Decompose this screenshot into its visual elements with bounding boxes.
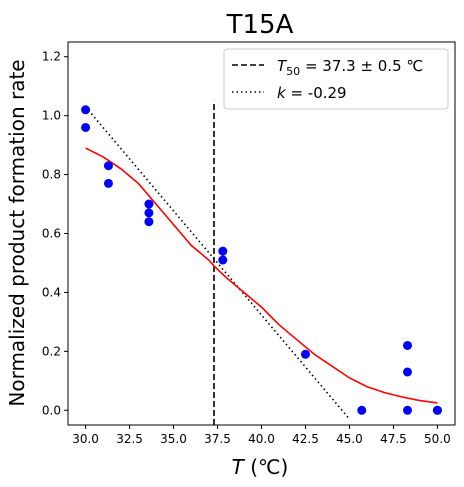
legend-label: k = -0.29 — [277, 84, 347, 102]
data-point — [403, 340, 413, 350]
y-tick-label: 1.0 — [42, 109, 61, 123]
x-tick-label: 35.0 — [160, 432, 187, 446]
y-tick-label: 0.4 — [42, 285, 61, 299]
x-tick-label: 40.0 — [248, 432, 275, 446]
slope-line — [84, 106, 351, 420]
data-point — [403, 405, 413, 415]
x-tick-label: 30.0 — [72, 432, 99, 446]
y-axis-label: Normalized product formation rate — [5, 59, 29, 406]
data-point — [218, 246, 228, 256]
y-tick-label: 0.8 — [42, 168, 61, 182]
data-point — [81, 122, 91, 132]
data-point — [403, 367, 413, 377]
legend-box — [223, 48, 449, 110]
fit-curve — [85, 147, 438, 404]
legend: T50 = 37.3 ± 0.5 ℃ k = -0.29 — [223, 48, 449, 110]
y-tick-label: 0.0 — [42, 403, 61, 417]
x-tick-label: 50.0 — [424, 432, 451, 446]
data-point — [432, 405, 442, 415]
x-tick-label: 42.5 — [292, 432, 319, 446]
data-point — [300, 349, 310, 359]
data-point — [144, 217, 154, 227]
data-point — [144, 208, 154, 218]
y-tick-label: 0.2 — [42, 344, 61, 358]
data-point — [357, 405, 367, 415]
data-point — [103, 178, 113, 188]
y-tick-label: 1.2 — [42, 50, 61, 64]
data-point — [81, 105, 91, 115]
x-axis-label: T (℃) — [232, 455, 289, 479]
data-point — [103, 161, 113, 171]
chart-title: T15A — [226, 10, 294, 40]
axes-frame — [67, 41, 456, 426]
x-tick-label: 37.5 — [204, 432, 231, 446]
data-point — [218, 255, 228, 265]
x-tick-label: 45.0 — [336, 432, 363, 446]
data-point — [144, 199, 154, 209]
x-tick-label: 32.5 — [116, 432, 143, 446]
legend-label: T50 = 37.3 ± 0.5 ℃ — [277, 57, 423, 78]
y-tick-label: 0.6 — [42, 227, 61, 241]
x-tick-label: 47.5 — [380, 432, 407, 446]
